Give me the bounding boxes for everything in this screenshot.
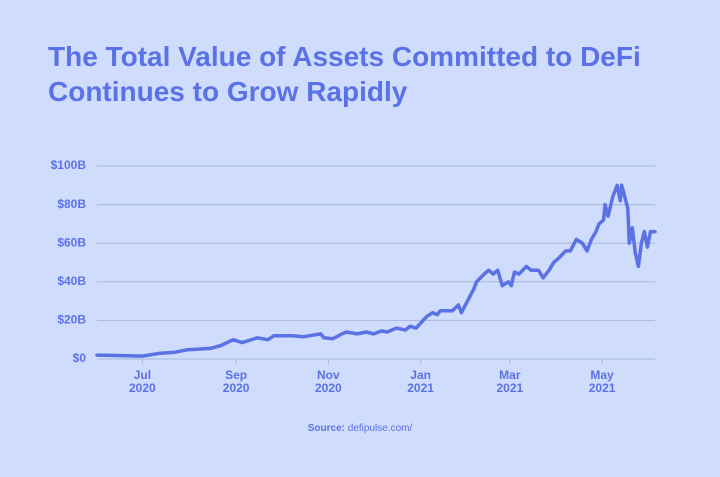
y-tick-label: $0 bbox=[73, 351, 87, 365]
x-tick-label: May bbox=[590, 368, 614, 382]
x-tick-year: 2021 bbox=[589, 381, 616, 395]
x-tick-year: 2020 bbox=[129, 381, 156, 395]
x-tick-year: 2021 bbox=[407, 381, 434, 395]
y-tick-label: $100B bbox=[51, 158, 87, 172]
y-tick-label: $60B bbox=[57, 235, 86, 249]
x-tick-label: Nov bbox=[317, 368, 340, 382]
source: Source: defipulse.com/ bbox=[308, 423, 413, 434]
chart-title: Continues to Grow Rapidly bbox=[48, 76, 408, 107]
chart-title: The Total Value of Assets Committed to D… bbox=[48, 41, 641, 72]
line bbox=[95, 183, 657, 358]
x-tick-year: 2020 bbox=[315, 381, 342, 395]
y-tick-label: $40B bbox=[57, 274, 86, 288]
x-tick-label: Mar bbox=[499, 368, 521, 382]
x-tick-year: 2020 bbox=[223, 381, 250, 395]
x-tick-label: Jan bbox=[410, 368, 431, 382]
x-tick-year: 2021 bbox=[496, 381, 523, 395]
source-label: Source: bbox=[308, 423, 345, 434]
x-tick-label: Jul bbox=[134, 368, 151, 382]
source-text: defipulse.com/ bbox=[348, 423, 413, 434]
y-tick-label: $20B bbox=[57, 313, 86, 327]
y-tick-label: $80B bbox=[57, 197, 86, 211]
x-tick-label: Sep bbox=[225, 368, 247, 382]
